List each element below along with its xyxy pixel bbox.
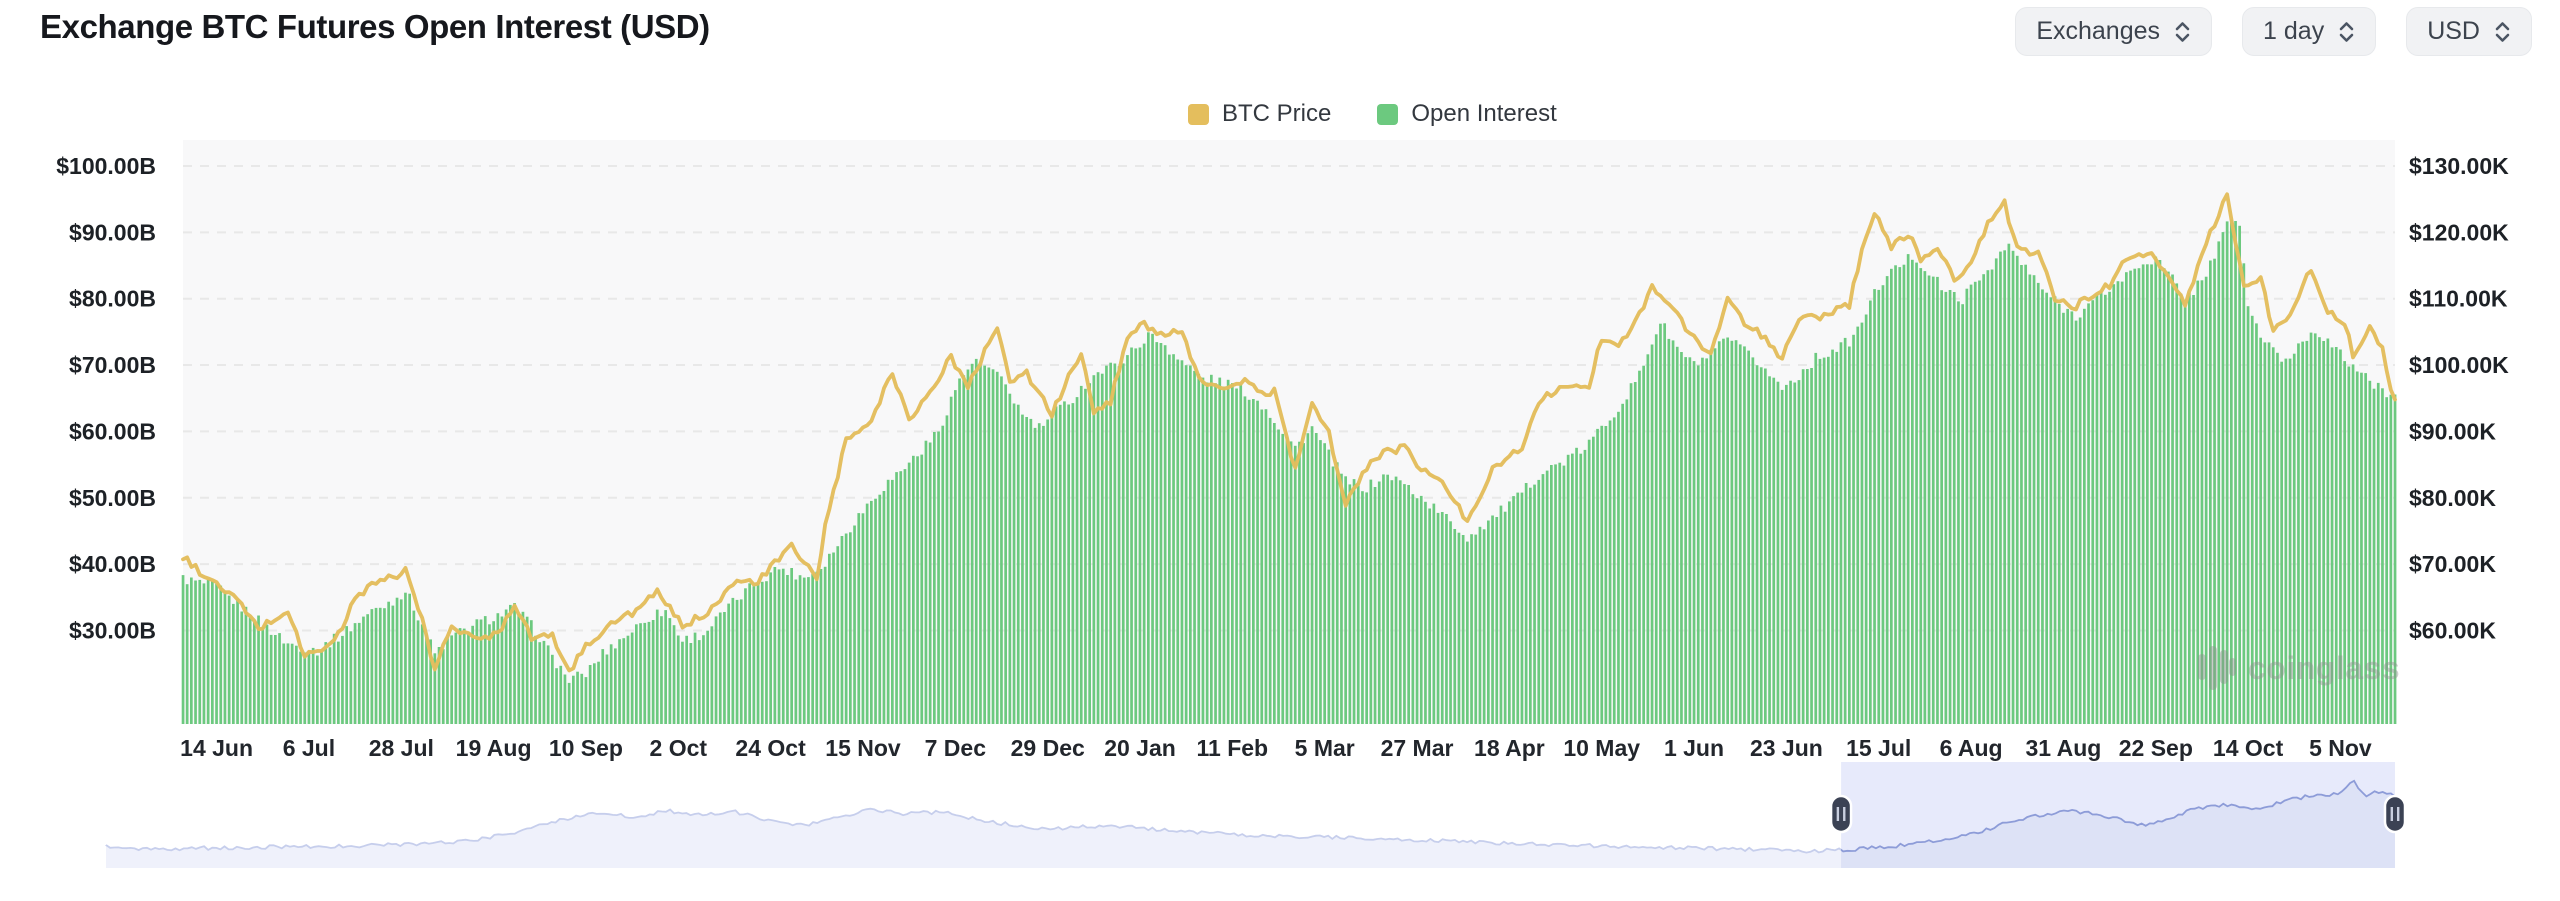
legend-item-open-interest[interactable]: Open Interest [1377, 100, 1557, 128]
dropdown-exchanges[interactable]: Exchanges [2015, 7, 2213, 56]
x-axis-tick: 10 May [1563, 735, 1640, 761]
x-axis-tick: 23 Jun [1750, 735, 1823, 761]
right-axis-tick: $60.00K [2409, 617, 2496, 643]
navigator-unselected-mask[interactable] [106, 762, 1842, 868]
x-axis-tick: 5 Mar [1295, 735, 1355, 761]
x-axis-tick: 11 Feb [1196, 735, 1268, 761]
dropdown-interval[interactable]: 1 day [2242, 7, 2377, 56]
x-axis-tick: 14 Oct [2213, 735, 2284, 761]
dropdown-currency-value: USD [2427, 17, 2480, 45]
legend-label: BTC Price [1222, 100, 1332, 127]
open-interest-bars [181, 219, 2397, 725]
open-interest-swatch-icon [1377, 103, 1399, 125]
x-axis-tick: 31 Aug [2025, 735, 2101, 761]
right-axis-tick: $70.00K [2409, 551, 2496, 577]
left-axis-tick: $100.00B [56, 153, 156, 179]
left-axis-tick: $70.00B [69, 352, 156, 378]
x-axis-tick: 6 Aug [1940, 735, 2003, 761]
x-axis-tick: 22 Sep [2119, 735, 2193, 761]
x-axis-tick: 14 Jun [180, 735, 253, 761]
left-axis-tick: $30.00B [69, 617, 156, 643]
x-axis-tick: 19 Aug [456, 735, 532, 761]
x-axis-tick: 7 Dec [925, 735, 987, 761]
left-axis-tick: $50.00B [69, 485, 156, 511]
navigator-handle-right[interactable] [2383, 794, 2407, 834]
x-axis-tick: 1 Jun [1664, 735, 1724, 761]
left-axis-tick: $40.00B [69, 551, 156, 577]
chart-controls: Exchanges 1 day USD [2015, 7, 2532, 56]
x-axis-tick: 5 Nov [2309, 735, 2372, 761]
left-axis-tick: $90.00B [69, 219, 156, 245]
left-axis-tick: $60.00B [69, 418, 156, 444]
right-axis-tick: $80.00K [2409, 485, 2496, 511]
right-axis-labels: $130.00K $120.00K $110.00K $100.00K $90.00K $… [2409, 153, 2509, 643]
right-axis-tick: $90.00K [2409, 418, 2496, 444]
x-axis-tick: 24 Oct [735, 735, 806, 761]
x-axis-tick: 10 Sep [549, 735, 623, 761]
navigator-handle-left[interactable] [1829, 794, 1853, 834]
left-axis-labels: $100.00B $90.00B $80.00B $70.00B $60.00B $50.… [56, 153, 156, 643]
dropdown-currency[interactable]: USD [2406, 7, 2532, 56]
x-axis-tick: 28 Jul [369, 735, 434, 761]
x-axis-tick: 18 Apr [1474, 735, 1545, 761]
btc-price-line [181, 192, 2397, 673]
x-axis-tick: 15 Jul [1846, 735, 1911, 761]
chevron-up-down-icon [2495, 21, 2510, 42]
dropdown-exchanges-value: Exchanges [2036, 17, 2161, 45]
x-axis-tick: 6 Jul [283, 735, 335, 761]
legend-item-btc-price[interactable]: BTC Price [1188, 100, 1331, 128]
btc-price-swatch-icon [1188, 103, 1209, 125]
x-axis-tick: 29 Dec [1011, 735, 1085, 761]
chevron-up-down-icon [2175, 21, 2190, 42]
legend-label: Open Interest [1411, 100, 1557, 127]
left-axis-tick: $80.00B [69, 286, 156, 312]
x-axis-tick: 15 Nov [825, 735, 901, 761]
right-axis-tick: $120.00K [2409, 219, 2509, 245]
chevron-up-down-icon [2339, 21, 2354, 42]
page-title: Exchange BTC Futures Open Interest (USD) [40, 8, 710, 45]
x-axis-tick: 27 Mar [1381, 735, 1454, 761]
right-axis-tick: $100.00K [2409, 352, 2509, 378]
chart-legend: BTC Price Open Interest [1188, 100, 1557, 128]
right-axis-tick: $130.00K [2409, 153, 2509, 179]
x-axis-tick: 2 Oct [650, 735, 708, 761]
x-axis-tick: 20 Jan [1104, 735, 1176, 761]
x-axis-labels: 14 Jun 6 Jul 28 Jul 19 Aug 10 Sep 2 Oct 24 Oct… [180, 735, 2372, 761]
dropdown-interval-value: 1 day [2263, 17, 2325, 45]
right-axis-tick: $110.00K [2409, 286, 2508, 312]
